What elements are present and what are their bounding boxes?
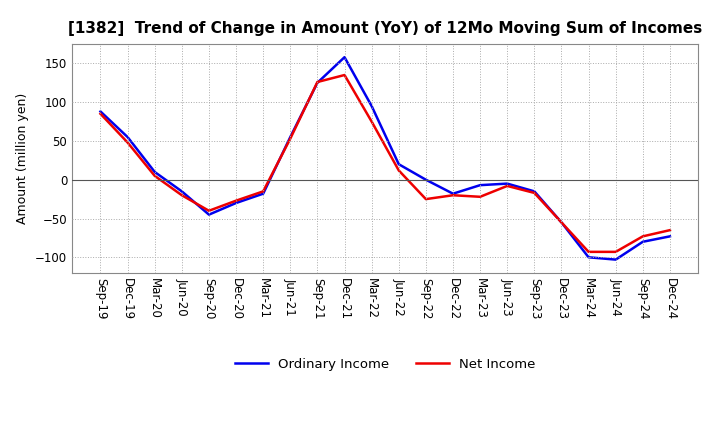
Ordinary Income bbox=[557, 220, 566, 225]
Ordinary Income bbox=[665, 234, 674, 239]
Net Income bbox=[665, 227, 674, 233]
Ordinary Income bbox=[341, 55, 349, 60]
Ordinary Income bbox=[313, 80, 322, 85]
Net Income bbox=[123, 140, 132, 145]
Ordinary Income bbox=[639, 239, 647, 244]
Net Income bbox=[204, 208, 213, 213]
Title: [1382]  Trend of Change in Amount (YoY) of 12Mo Moving Sum of Incomes: [1382] Trend of Change in Amount (YoY) o… bbox=[68, 21, 702, 36]
Ordinary Income bbox=[123, 135, 132, 140]
Net Income bbox=[584, 249, 593, 254]
Net Income bbox=[395, 168, 403, 173]
Net Income bbox=[313, 79, 322, 84]
Ordinary Income bbox=[476, 183, 485, 188]
Net Income bbox=[150, 173, 159, 179]
Line: Net Income: Net Income bbox=[101, 75, 670, 252]
Ordinary Income bbox=[150, 169, 159, 175]
Ordinary Income bbox=[421, 177, 430, 182]
Net Income bbox=[178, 193, 186, 198]
Ordinary Income bbox=[259, 191, 268, 196]
Net Income bbox=[96, 111, 105, 117]
Net Income bbox=[639, 234, 647, 239]
Net Income bbox=[421, 197, 430, 202]
Net Income bbox=[449, 193, 457, 198]
Ordinary Income bbox=[367, 103, 376, 109]
Ordinary Income bbox=[503, 181, 511, 186]
Net Income bbox=[476, 194, 485, 199]
Ordinary Income bbox=[96, 109, 105, 114]
Ordinary Income bbox=[449, 191, 457, 196]
Ordinary Income bbox=[232, 200, 240, 205]
Ordinary Income bbox=[611, 257, 620, 262]
Net Income bbox=[367, 119, 376, 124]
Ordinary Income bbox=[530, 189, 539, 194]
Legend: Ordinary Income, Net Income: Ordinary Income, Net Income bbox=[230, 352, 541, 376]
Net Income bbox=[530, 190, 539, 195]
Y-axis label: Amount (million yen): Amount (million yen) bbox=[17, 93, 30, 224]
Net Income bbox=[341, 73, 349, 78]
Ordinary Income bbox=[395, 161, 403, 167]
Net Income bbox=[503, 183, 511, 189]
Ordinary Income bbox=[204, 212, 213, 217]
Net Income bbox=[232, 198, 240, 203]
Ordinary Income bbox=[178, 189, 186, 194]
Net Income bbox=[259, 189, 268, 194]
Ordinary Income bbox=[584, 255, 593, 260]
Line: Ordinary Income: Ordinary Income bbox=[101, 57, 670, 260]
Net Income bbox=[286, 136, 294, 141]
Net Income bbox=[557, 220, 566, 225]
Net Income bbox=[611, 249, 620, 254]
Ordinary Income bbox=[286, 135, 294, 140]
